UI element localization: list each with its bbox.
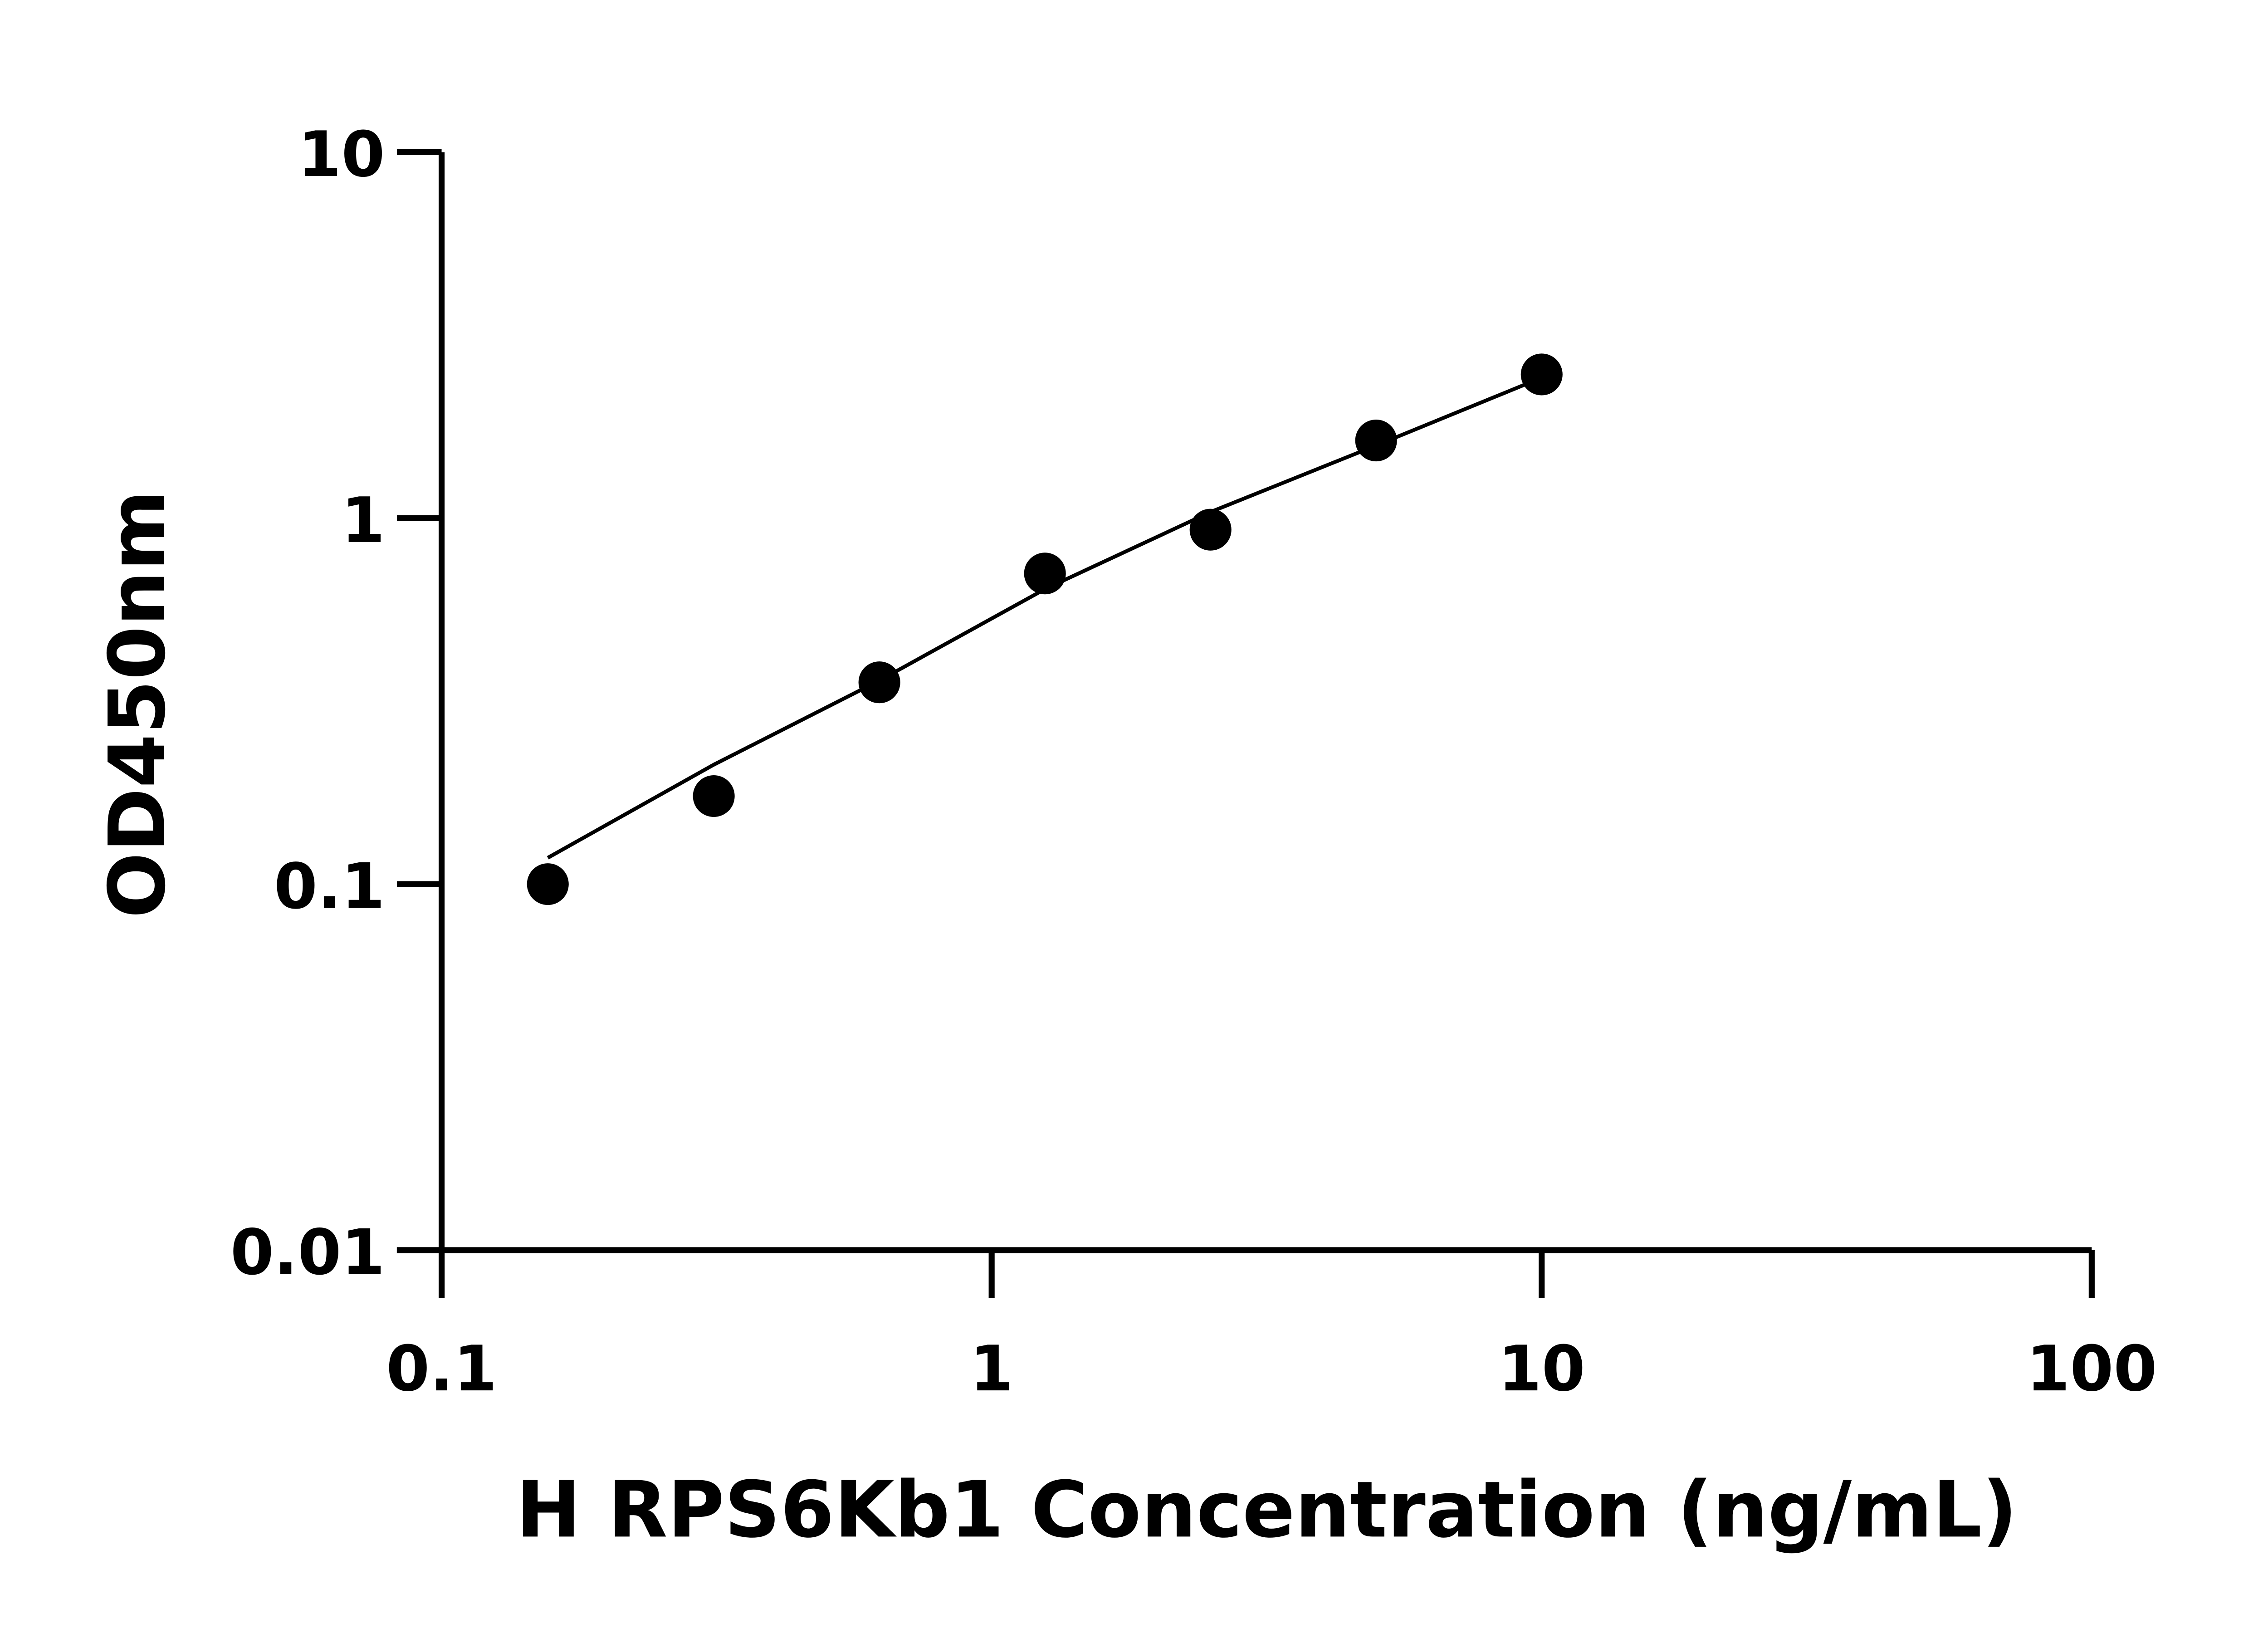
x-tick-label: 0.1 [386, 1332, 497, 1405]
data-point [527, 863, 569, 905]
data-point [1024, 553, 1066, 595]
x-tick-label: 100 [2026, 1332, 2157, 1405]
data-point [1355, 420, 1397, 462]
y-tick-label: 1 [341, 484, 385, 557]
data-point [1189, 509, 1232, 551]
data-point [1520, 353, 1563, 396]
y-tick-label: 0.01 [230, 1216, 385, 1289]
x-tick-label: 1 [970, 1332, 1013, 1405]
y-axis-label: OD450nm [93, 490, 183, 918]
y-tick-label: 0.1 [274, 850, 385, 923]
x-tick-label: 10 [1498, 1332, 1585, 1405]
y-tick-label: 10 [298, 118, 385, 191]
x-axis-label: H RPS6Kb1 Concentration (ng/mL) [516, 1465, 2017, 1555]
data-marks [527, 353, 1563, 905]
data-point [693, 775, 735, 817]
axes [396, 149, 2095, 1298]
data-point [858, 661, 900, 704]
